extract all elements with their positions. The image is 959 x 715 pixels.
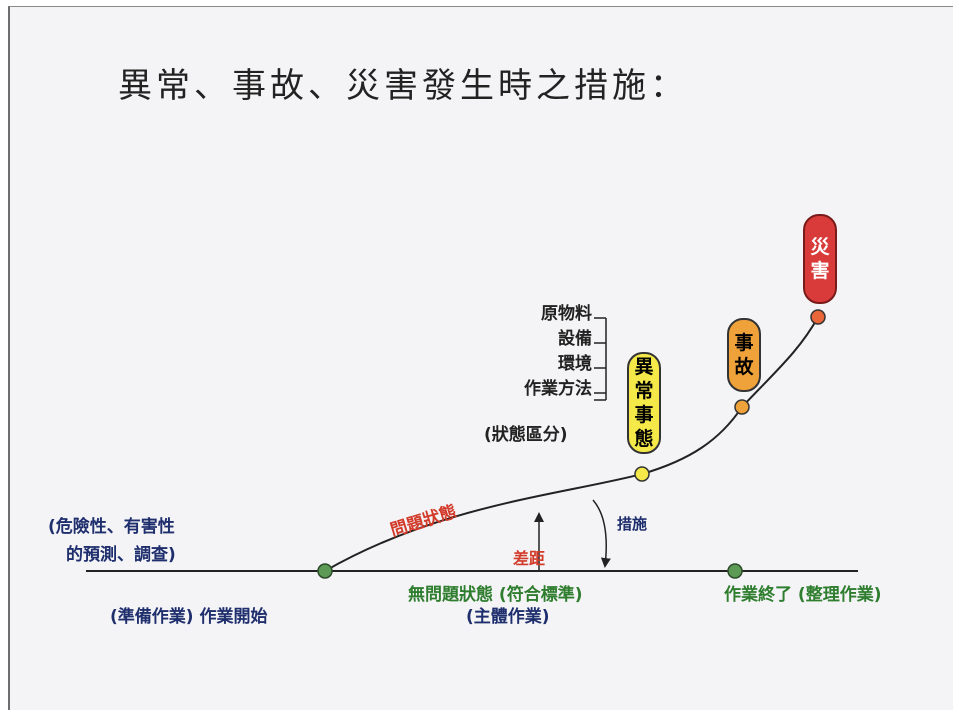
factor-note: (狀態區分) (484, 425, 568, 445)
accident-pill: 事 故 (727, 318, 761, 392)
abnormal-state-pill: 異 常 事 態 (627, 352, 661, 454)
no-problem-label-line1: 無問題狀態 (符合標準) (408, 585, 583, 605)
factor-bracket (594, 317, 607, 401)
pill-char: 故 (734, 356, 754, 378)
pill-char: 事 (634, 404, 654, 426)
slide (8, 6, 953, 710)
pill-char: 態 (634, 428, 654, 450)
pill-char: 常 (634, 380, 654, 402)
abnormal-dot (634, 466, 650, 482)
pill-char: 異 (634, 356, 654, 378)
measures-label: 措施 (617, 515, 648, 533)
slide-title: 異常、事故、災害發生時之措施： (118, 66, 688, 106)
factor-item: 作業方法 (524, 379, 592, 399)
problem-curve (324, 316, 819, 572)
accident-dot (734, 399, 750, 415)
disaster-dot (810, 309, 826, 325)
prediction-label-line2: 的預測、調查) (66, 545, 176, 565)
factor-item: 環境 (558, 354, 592, 374)
gap-label: 差距 (513, 549, 546, 568)
work-start-label: (準備作業) 作業開始 (110, 607, 268, 627)
disaster-pill: 災 害 (803, 214, 837, 304)
measures-arrow (592, 499, 611, 568)
work-start-dot (317, 563, 333, 579)
prediction-label-line1: (危險性、有害性 (48, 517, 175, 537)
factor-item: 設備 (558, 329, 592, 349)
factor-item: 原物料 (541, 304, 592, 324)
work-end-dot (727, 563, 743, 579)
no-problem-label-line2: (主體作業) (466, 607, 550, 627)
pill-char: 害 (810, 260, 830, 282)
pill-char: 災 (810, 236, 830, 258)
factor-list: 原物料 設備 環境 作業方法 (480, 302, 592, 402)
pill-char: 事 (734, 332, 754, 354)
work-end-label: 作業終了 (整理作業) (724, 585, 882, 605)
